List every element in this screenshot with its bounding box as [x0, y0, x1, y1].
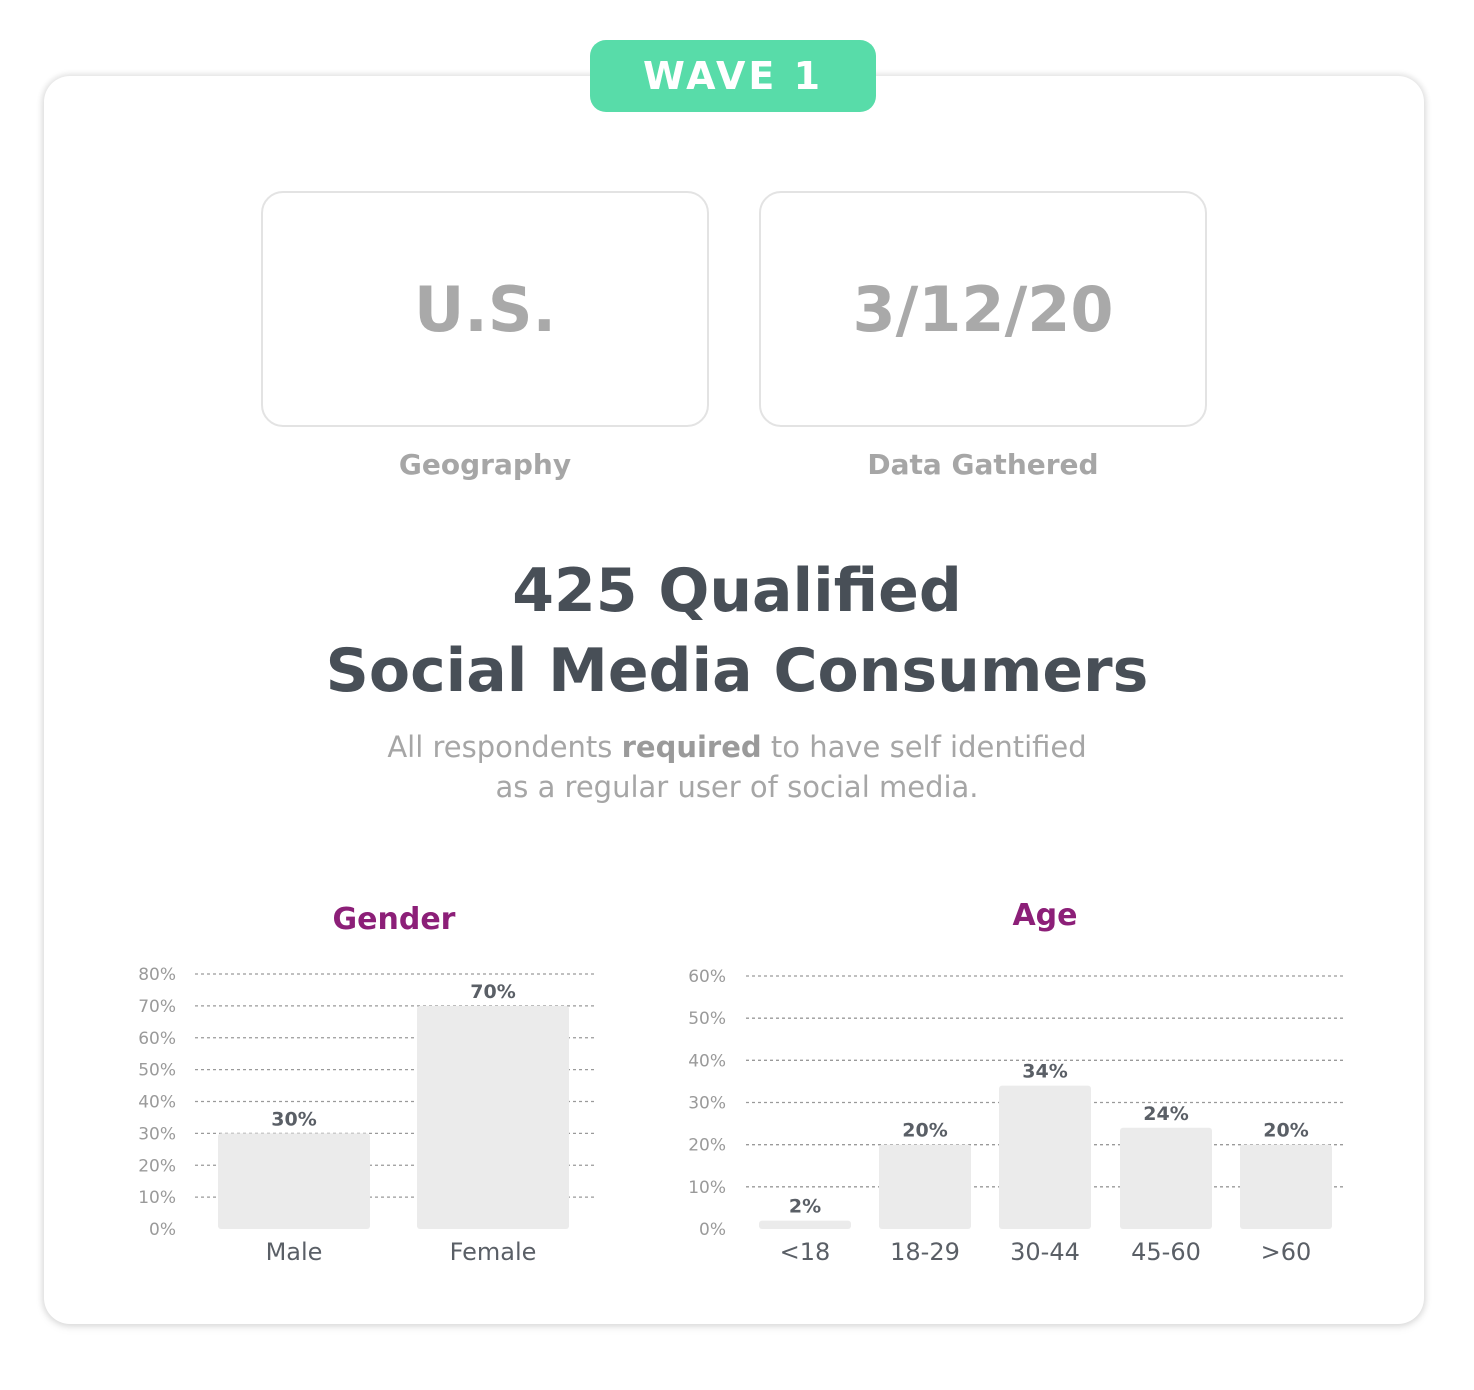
subtext-line-2: as a regular user of social media.: [495, 770, 979, 804]
age-y-tick-label: 30%: [688, 1094, 726, 1114]
age-y-tick-label: 10%: [688, 1178, 726, 1198]
age-category-label: <18: [780, 1238, 831, 1266]
gender-value-label: 70%: [470, 981, 515, 1003]
age-y-tick-label: 20%: [688, 1136, 726, 1156]
subtext-bold: required: [621, 730, 762, 764]
gender-y-tick-label: 40%: [138, 1093, 176, 1113]
gender-category-label: Male: [266, 1238, 323, 1266]
age-bar: [1120, 1127, 1212, 1229]
age-y-tick-label: 50%: [688, 1009, 726, 1029]
age-value-label: 24%: [1143, 1103, 1188, 1125]
headline-line-2: Social Media Consumers: [325, 636, 1149, 706]
age-bar: [1240, 1144, 1332, 1229]
gender-y-tick-label: 0%: [149, 1220, 176, 1240]
gender-chart-title: Gender: [333, 902, 456, 937]
geography-box: U.S.: [261, 191, 709, 427]
gender-bar: [417, 1005, 569, 1229]
age-value-label: 2%: [789, 1196, 821, 1218]
age-bar: [879, 1144, 971, 1229]
subtext-line-1: All respondents required to have self id…: [0, 727, 1474, 767]
subtext-before: All respondents: [387, 730, 622, 764]
gender-y-tick-label: 50%: [138, 1061, 176, 1081]
age-bar: [999, 1085, 1091, 1229]
age-bar: [759, 1220, 851, 1229]
age-value-label: 20%: [902, 1120, 947, 1142]
gender-y-tick-label: 30%: [138, 1124, 176, 1144]
age-category-label: 30-44: [1010, 1238, 1080, 1266]
age-y-tick-label: 40%: [688, 1051, 726, 1071]
age-value-label: 34%: [1022, 1061, 1067, 1083]
geography-value: U.S.: [413, 272, 557, 346]
gender-y-tick-label: 20%: [138, 1156, 176, 1176]
age-category-label: >60: [1261, 1238, 1312, 1266]
gender-y-tick-label: 60%: [138, 1029, 176, 1049]
age-chart-title: Age: [1012, 898, 1077, 933]
date-box: 3/12/20: [759, 191, 1207, 427]
gender-y-tick-label: 70%: [138, 997, 176, 1017]
wave-badge: WAVE 1: [590, 40, 876, 112]
age-value-label: 20%: [1263, 1120, 1308, 1142]
gender-category-label: Female: [450, 1238, 537, 1266]
age-category-label: 45-60: [1131, 1238, 1201, 1266]
date-label: Data Gathered: [867, 448, 1099, 481]
age-y-tick-label: 0%: [699, 1220, 726, 1240]
subtext-after: to have self identified: [761, 730, 1087, 764]
gender-y-tick-label: 10%: [138, 1188, 176, 1208]
age-y-tick-label: 60%: [688, 967, 726, 987]
gender-bar: [218, 1133, 370, 1229]
date-value: 3/12/20: [852, 272, 1114, 346]
age-category-label: 18-29: [890, 1238, 960, 1266]
headline-line-1: 425 Qualified: [512, 556, 962, 626]
geography-label: Geography: [398, 448, 572, 481]
gender-y-tick-label: 80%: [138, 965, 176, 985]
gender-value-label: 30%: [271, 1108, 316, 1130]
